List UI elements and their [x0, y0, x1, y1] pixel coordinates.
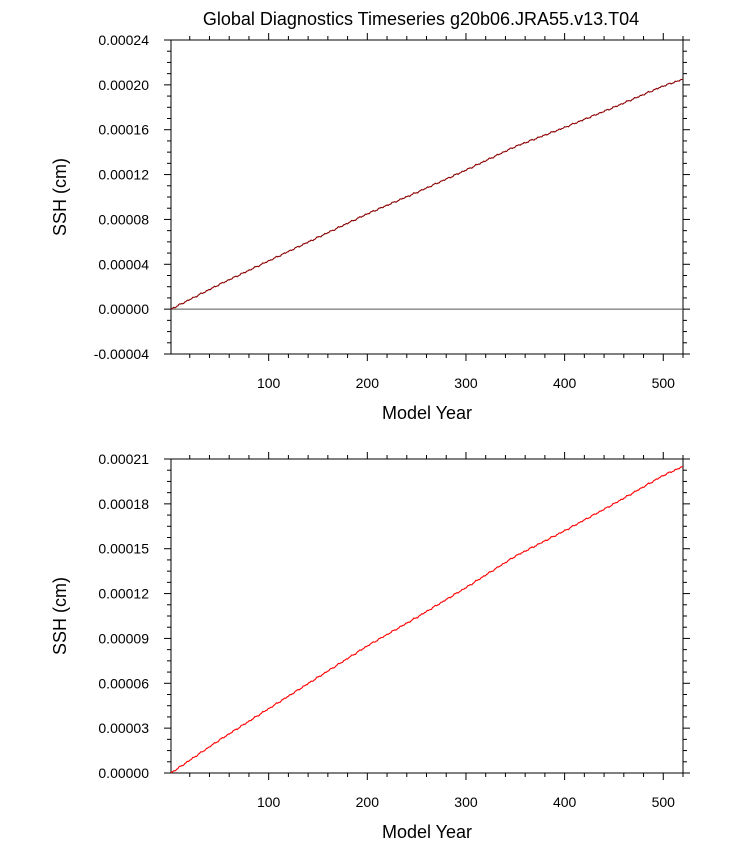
y-tick-label: 0.00003	[98, 720, 149, 736]
x-tick-label: 100	[257, 375, 281, 391]
y-tick-label: 0.00015	[98, 541, 149, 557]
y-tick-label: 0.00020	[98, 77, 149, 93]
y-tick-label: 0.00018	[98, 496, 149, 512]
y-tick-label: 0.00006	[98, 675, 149, 691]
y-tick-label: 0.00016	[98, 122, 149, 138]
x-tick-label: 100	[257, 794, 281, 810]
x-tick-label: 500	[652, 375, 676, 391]
y-tick-label: 0.00008	[98, 211, 149, 227]
x-tick-label: 400	[553, 375, 577, 391]
x-axis-label: Model Year	[382, 403, 472, 423]
y-tick-label: -0.00004	[94, 346, 149, 362]
y-tick-label: 0.00012	[98, 167, 149, 183]
x-tick-label: 400	[553, 794, 577, 810]
y-tick-label: 0.00024	[98, 32, 149, 48]
y-axis-label: SSH (cm)	[50, 158, 70, 236]
x-tick-label: 200	[356, 794, 380, 810]
x-tick-label: 200	[356, 375, 380, 391]
top-panel: 100 200 300 400 500 -0.00004 0.00000 0.00004 0.0…	[50, 32, 690, 423]
y-tick-label: 0.00000	[98, 765, 149, 781]
y-tick-label: 0.00012	[98, 586, 149, 602]
x-tick-label: 300	[454, 794, 478, 810]
plot-frame	[170, 39, 684, 355]
y-tick-label: 0.00004	[98, 256, 149, 272]
x-tick-label: 500	[652, 794, 676, 810]
y-axis-label: SSH (cm)	[50, 577, 70, 655]
ssh-series-line	[170, 465, 684, 774]
plot-frame	[170, 458, 684, 774]
x-tick-label: 300	[454, 375, 478, 391]
y-tick-label: 0.00009	[98, 630, 149, 646]
bottom-panel: 100 200 300 400 500 0.00000 0.00003 0.00006 0.00…	[50, 451, 690, 842]
x-axis-label: Model Year	[382, 822, 472, 842]
y-tick-label: 0.00000	[98, 301, 149, 317]
ssh-series-line	[170, 78, 684, 310]
chart-title: Global Diagnostics Timeseries g20b06.JRA…	[203, 9, 639, 29]
y-tick-label: 0.00021	[98, 451, 149, 467]
